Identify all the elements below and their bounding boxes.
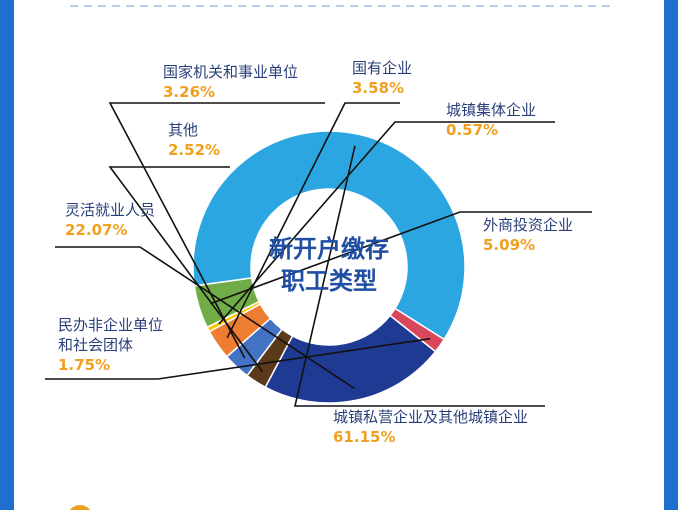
leader-line-0: [108, 102, 325, 359]
slice-value-4: 61.15%: [333, 428, 395, 446]
leader-line-1: [226, 102, 400, 339]
slice-value-5: 1.75%: [58, 356, 110, 374]
leader-line-6: [55, 246, 355, 390]
slice-label-1-line-0: 国有企业: [352, 59, 412, 77]
slice-value-0: 3.26%: [163, 83, 215, 101]
slice-7: [246, 328, 294, 389]
donut-slices: [192, 130, 466, 404]
slice-label-6-line-0: 灵活就业人员: [65, 201, 155, 219]
slice-value-6: 22.07%: [65, 221, 127, 239]
center-title-line-2: 职工类型: [281, 267, 377, 295]
leader-line-4: [293, 145, 545, 407]
center-title-line-1: 新开户缴存: [269, 235, 389, 263]
leader-line-5: [45, 337, 431, 380]
slice-4: [192, 130, 466, 341]
slice-label-2-line-0: 城镇集体企业: [446, 101, 536, 119]
slice-label-3-line-0: 外商投资企业: [483, 216, 573, 234]
slice-labels: 国家机关和事业单位 3.26% 国有企业 3.58% 城镇集体企业 0.57% 外商投资企业…: [58, 59, 573, 446]
slice-label-0-line-0: 国家机关和事业单位: [163, 63, 298, 81]
slice-label-4-line-0: 城镇私营企业及其他城镇企业: [333, 408, 528, 426]
slice-value-1: 3.58%: [352, 79, 404, 97]
leader-line-7: [108, 166, 264, 373]
slice-6: [264, 314, 437, 404]
slice-value-2: 0.57%: [446, 121, 498, 139]
slice-value-3: 5.09%: [483, 236, 535, 254]
slice-label-7-line-0: 其他: [168, 121, 198, 139]
bottom-badge-icon: [69, 505, 91, 510]
leader-lines: [45, 102, 592, 407]
leader-line-3: [210, 211, 592, 305]
slice-label-5-line-0: 民办非企业单位: [58, 316, 163, 334]
leader-line-2: [218, 121, 555, 325]
card-background: [14, 0, 664, 510]
slice-value-7: 2.52%: [168, 141, 220, 159]
slice-label-5-line-1: 和社会团体: [58, 336, 133, 354]
